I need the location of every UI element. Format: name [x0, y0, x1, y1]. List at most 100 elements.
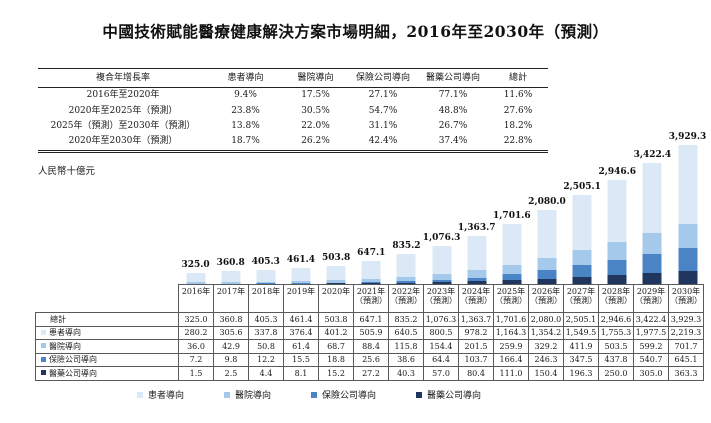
- bar-segment-保險公司導向: [607, 259, 627, 276]
- value-cell: 647.1: [353, 312, 389, 327]
- value-cell: 505.9: [353, 325, 389, 340]
- cagr-value: 42.4%: [368, 136, 398, 147]
- year-label: 2022年: [391, 287, 421, 296]
- bar-segment-醫藥公司導向: [607, 275, 627, 284]
- year-label: 2018年: [251, 287, 281, 296]
- value-cell: 503.5: [598, 339, 634, 354]
- cagr-header-segment: 醫藥公司導向: [425, 73, 480, 83]
- value-cell: 115.8: [388, 339, 424, 354]
- row-label-cell: 患者導向: [35, 325, 179, 340]
- value-cell: 36.0: [178, 339, 214, 354]
- bar-segment-患者導向: [467, 235, 487, 271]
- bar: [467, 235, 487, 284]
- year-label: 2021年: [356, 287, 386, 296]
- bar-segment-患者導向: [502, 223, 522, 266]
- data-table-body: 總計 325.0 360.8 405.3 461.4 503.8 647.1 835.2 1,0…: [35, 312, 704, 381]
- row-label-cell: 保險公司導向: [35, 352, 179, 367]
- value-cell: 1,363.7: [458, 312, 494, 327]
- bar-column: 647.1: [354, 121, 389, 284]
- bar-segment-患者導向: [678, 145, 698, 224]
- forecast-label: （預測）: [600, 296, 632, 306]
- bar-segment-患者導向: [572, 195, 592, 251]
- year-label: 2024年: [461, 287, 491, 296]
- page-title: 中國技術賦能醫療健康解決方案市場明細，2016年至2030年（預測）: [102, 22, 609, 41]
- bar-value-label: 3,929.3: [668, 132, 707, 142]
- value-cell: 280.2: [178, 325, 214, 340]
- year-header-cell: 2027年 （預測）: [563, 284, 599, 313]
- value-cell: 103.7: [458, 352, 494, 367]
- value-cell: 27.2: [353, 366, 389, 381]
- cagr-value: 18.7%: [231, 136, 260, 147]
- value-cell: 305.6: [213, 325, 249, 340]
- bar-segment-醫藥公司導向: [467, 281, 487, 284]
- cagr-value: 18.2%: [503, 120, 533, 131]
- value-cell: 246.3: [528, 352, 564, 367]
- cagr-value: 11.6%: [503, 90, 533, 101]
- cagr-row: 2020年至2030年（預測） 18.7% 26.2% 42.4% 37.4% 22.8%: [38, 134, 548, 151]
- value-cell: 1,701.6: [493, 312, 529, 327]
- value-cell: 196.3: [563, 366, 599, 381]
- legend-swatch: [137, 391, 143, 398]
- bar-value-label: 647.1: [357, 248, 386, 259]
- series-color-chip: [41, 356, 46, 362]
- bar: [572, 195, 592, 284]
- bar: [291, 267, 311, 284]
- bar-segment-保險公司導向: [537, 269, 557, 279]
- bar-segment-醫院導向: [678, 223, 698, 249]
- year-header-cell: 2025年 （預測）: [493, 284, 529, 313]
- year-header-cell: 2020年: [318, 284, 354, 313]
- value-cell: 2.5: [213, 366, 249, 381]
- value-cell: 38.6: [388, 352, 424, 367]
- year-header-cell: 2030年 （預測）: [668, 284, 704, 313]
- value-cell: 701.7: [668, 339, 704, 354]
- value-cell: 2,080.0: [528, 312, 564, 327]
- cagr-value: 22.0%: [301, 120, 330, 131]
- bar-segment-醫院導向: [502, 265, 522, 275]
- cagr-table-body: 2016年至2020年 9.4% 17.5% 27.1% 77.1% 11.6% 2020年…: [38, 88, 548, 152]
- row-label: 保險公司導向: [49, 355, 97, 365]
- value-cell: 325.0: [178, 312, 214, 327]
- year-header-cell: 2028年 （預測）: [598, 284, 634, 313]
- value-cell: 411.9: [563, 339, 599, 354]
- value-cell: 18.8: [318, 352, 354, 367]
- bar-segment-醫藥公司導向: [396, 282, 416, 284]
- value-cell: 2,219.3: [668, 325, 704, 340]
- bar-segment-保險公司導向: [642, 254, 662, 274]
- value-cell: 437.8: [598, 352, 634, 367]
- value-cell: 154.4: [423, 339, 459, 354]
- row-label: 總計: [50, 314, 66, 324]
- cagr-value: 37.4%: [438, 136, 468, 147]
- table-row: 患者導向 280.2 305.6 337.8 376.4 401.2 505.9 640.5 8…: [35, 325, 704, 340]
- bar-value-label: 405.3: [251, 256, 280, 267]
- cagr-header-segment: 保險公司導向: [355, 73, 410, 83]
- value-cell: 64.4: [423, 352, 459, 367]
- cagr-row: 2020年至2025年（預測） 23.8% 30.5% 54.7% 48.8% 27.6%: [38, 103, 548, 118]
- year-label: 2017年: [216, 287, 246, 296]
- value-cell: 305.0: [633, 366, 669, 381]
- bar-value-label: 461.4: [286, 254, 316, 265]
- value-cell: 1.5: [178, 366, 214, 381]
- bar-value-label: 1,363.7: [457, 222, 496, 233]
- legend-swatch: [416, 391, 423, 398]
- year-header-cell: 2017年: [213, 284, 249, 313]
- cagr-period-label: 2020年至2025年（預測）: [68, 105, 178, 116]
- year-header-cell: 2026年 （預測）: [528, 284, 564, 313]
- cagr-header-segment: 總計: [508, 73, 527, 83]
- year-header-cell: 2023年 （預測）: [423, 284, 459, 313]
- data-table: 2016年 2017年 2018年 2019年 2020年 2021年 （預測） 2022年（…: [35, 284, 704, 381]
- legend-swatch: [311, 391, 318, 398]
- value-cell: 57.0: [423, 366, 459, 381]
- bar-column: 1,363.7: [457, 121, 496, 284]
- bar-value-label: 2,080.0: [528, 197, 566, 208]
- cagr-value: 23.8%: [231, 105, 260, 116]
- cagr-value: 13.8%: [231, 120, 260, 131]
- cagr-value: 27.6%: [503, 105, 533, 116]
- forecast-label: （預測）: [425, 296, 457, 306]
- bar-segment-患者導向: [432, 245, 452, 275]
- value-cell: 40.3: [388, 366, 424, 381]
- bar-segment-醫藥公司導向: [361, 283, 381, 284]
- bar-segment-患者導向: [537, 210, 557, 259]
- bar: [502, 223, 522, 284]
- bar-segment-醫藥公司導向: [572, 277, 592, 284]
